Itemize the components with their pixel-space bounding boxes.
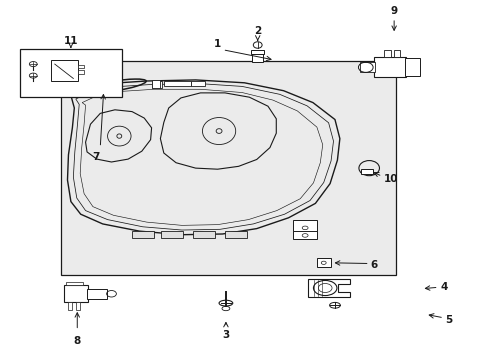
Bar: [151, 80, 160, 88]
Text: 9: 9: [390, 6, 397, 16]
Bar: [373, 57, 405, 77]
Bar: [63, 285, 88, 302]
Bar: [20, 49, 122, 97]
Text: 11: 11: [63, 36, 78, 46]
Text: 10: 10: [383, 174, 397, 184]
Text: 7: 7: [92, 152, 100, 162]
Bar: [68, 302, 72, 310]
Bar: [293, 231, 316, 239]
Bar: [360, 169, 372, 174]
Bar: [316, 258, 330, 267]
Text: 2: 2: [254, 26, 261, 36]
Text: 5: 5: [444, 315, 451, 325]
Bar: [393, 50, 400, 57]
Bar: [383, 50, 390, 57]
Bar: [61, 61, 395, 275]
Bar: [76, 302, 80, 310]
Bar: [66, 282, 83, 285]
Bar: [78, 70, 84, 74]
Bar: [193, 231, 215, 238]
Bar: [78, 65, 84, 68]
Bar: [252, 53, 263, 62]
Bar: [51, 60, 78, 81]
Text: 8: 8: [74, 336, 81, 346]
Text: 6: 6: [370, 260, 377, 270]
Bar: [224, 231, 246, 238]
Bar: [251, 50, 264, 54]
Bar: [190, 81, 205, 86]
Bar: [161, 231, 183, 238]
Bar: [87, 289, 106, 299]
Bar: [293, 220, 316, 232]
Bar: [404, 58, 419, 76]
Text: 3: 3: [222, 330, 229, 341]
Text: 1: 1: [214, 39, 221, 49]
Bar: [163, 81, 190, 86]
Bar: [359, 62, 374, 72]
Bar: [151, 81, 162, 88]
Text: 4: 4: [439, 282, 447, 292]
Bar: [132, 231, 154, 238]
